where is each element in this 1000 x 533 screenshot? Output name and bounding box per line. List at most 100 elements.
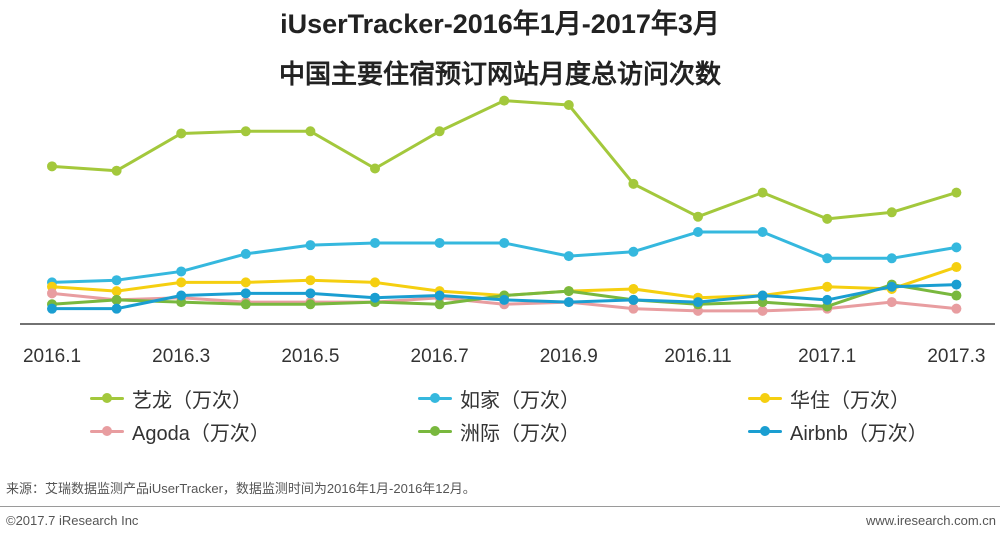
data-point (47, 161, 57, 172)
data-point (693, 211, 703, 222)
data-point (176, 277, 187, 288)
series-5 (47, 279, 962, 314)
legend-item: Agoda（万次） (90, 418, 270, 445)
data-point (886, 253, 897, 264)
legend-swatch (748, 385, 782, 411)
legend-item: Airbnb（万次） (748, 418, 928, 445)
legend-swatch (90, 418, 124, 444)
data-point (951, 262, 962, 273)
data-point (951, 242, 962, 253)
data-point (111, 294, 122, 305)
data-point (111, 303, 122, 314)
data-point (240, 299, 251, 310)
legend-item: 洲际（万次） (418, 418, 580, 445)
data-point (176, 128, 187, 139)
data-point (822, 253, 833, 264)
legend-label: Airbnb（万次） (790, 422, 928, 445)
x-tick-label: 2016.11 (664, 346, 731, 367)
data-point (563, 251, 574, 262)
x-tick-label: 2016.1 (23, 346, 81, 367)
data-point (111, 275, 122, 286)
legend-label: Agoda（万次） (132, 422, 270, 445)
x-tick-label: 2016.9 (540, 346, 598, 367)
data-point (434, 299, 445, 310)
data-point (951, 290, 962, 301)
x-tick-label: 2016.5 (281, 346, 339, 367)
data-point (240, 126, 251, 137)
legend-swatch (90, 385, 124, 411)
data-point (628, 178, 639, 189)
data-point (693, 297, 703, 308)
data-point (111, 165, 122, 176)
data-point (499, 237, 510, 248)
data-point (370, 277, 380, 288)
x-tick-label: 2017.1 (798, 346, 856, 367)
data-point (176, 266, 187, 277)
copyright: ©2017.7 iResearch Inc (6, 513, 139, 528)
footer-divider (0, 506, 1000, 507)
legend-label: 洲际（万次） (460, 422, 580, 445)
data-point (176, 290, 187, 301)
data-point (434, 237, 445, 248)
data-point (628, 283, 639, 294)
chart-subtitle: 中国主要住宿预订网站月度总访问次数 (278, 59, 721, 89)
data-point (305, 288, 316, 299)
data-point (499, 95, 510, 106)
data-point (628, 303, 639, 314)
legend-swatch (418, 385, 452, 411)
data-point (240, 288, 251, 299)
data-point (305, 126, 316, 137)
data-point (499, 294, 510, 305)
data-point (370, 163, 380, 174)
data-point (886, 207, 897, 218)
data-point (886, 297, 897, 308)
data-point (434, 290, 445, 301)
legend-label: 艺龙（万次） (132, 389, 252, 412)
data-point (951, 303, 962, 314)
legend-swatch (418, 418, 452, 444)
data-point (47, 288, 57, 299)
series-layer (47, 95, 962, 316)
data-point (757, 290, 768, 301)
data-point (951, 187, 962, 198)
legend-item: 华住（万次） (748, 385, 910, 412)
series-0 (47, 95, 962, 224)
source-note: 来源：艾瑞数据监测产品iUserTracker，数据监测时间为2016年1月-2… (6, 481, 476, 496)
data-point (305, 240, 316, 251)
data-point (886, 281, 897, 292)
data-point (693, 227, 703, 238)
data-point (305, 299, 316, 310)
data-point (757, 187, 768, 198)
legend-label: 华住（万次） (790, 389, 910, 412)
data-point (563, 286, 574, 297)
data-point (757, 227, 768, 238)
legend-item: 如家（万次） (418, 385, 580, 412)
series-line (50, 99, 958, 221)
x-tick-label: 2017.3 (927, 346, 985, 367)
x-tick-label: 2016.7 (411, 346, 469, 367)
data-point (370, 292, 380, 303)
legend-label: 如家（万次） (460, 389, 580, 412)
data-point (240, 277, 251, 288)
data-point (563, 297, 574, 308)
data-point (47, 303, 57, 314)
x-tick-label: 2016.3 (152, 346, 210, 367)
website-link[interactable]: www.iresearch.com.cn (865, 513, 996, 528)
data-point (305, 275, 316, 286)
data-point (434, 126, 445, 137)
data-point (628, 246, 639, 257)
data-point (822, 294, 833, 305)
data-point (822, 281, 833, 292)
legend-item: 艺龙（万次） (90, 385, 252, 412)
legend-swatch (748, 418, 782, 444)
data-point (822, 213, 833, 224)
data-point (563, 100, 574, 110)
data-point (240, 248, 251, 259)
x-axis: 2016.1 2016.3 2016.5 2016.7 2016.9 2016.11 201… (20, 323, 995, 367)
chart-title: iUserTracker-2016年1月-2017年3月 (280, 9, 720, 39)
series-1 (47, 227, 962, 288)
data-point (951, 279, 962, 290)
data-point (628, 294, 639, 305)
data-point (370, 237, 380, 248)
